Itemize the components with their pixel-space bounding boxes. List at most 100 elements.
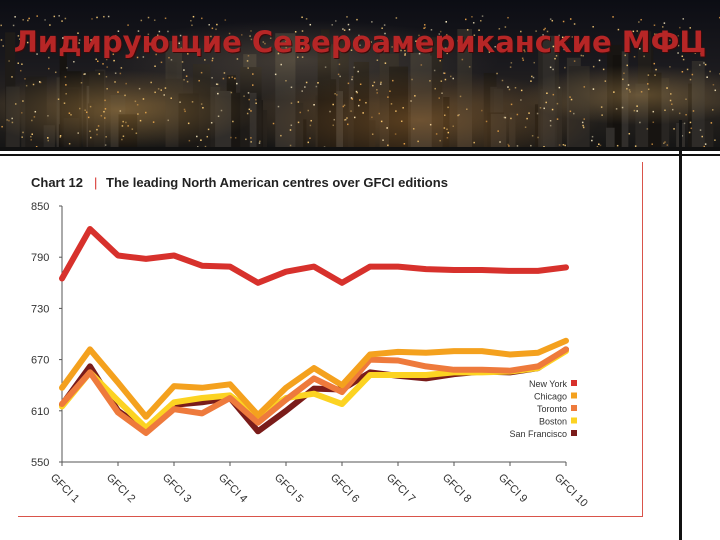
- city-light-dot: [543, 145, 545, 148]
- city-light-dot: [697, 35, 699, 38]
- city-light-dot: [332, 103, 334, 106]
- city-light-dot: [65, 84, 67, 86]
- city-light-dot: [228, 76, 231, 79]
- city-light-dot: [285, 46, 287, 49]
- city-light-dot: [504, 26, 507, 28]
- city-light-dot: [423, 24, 426, 26]
- city-light-dot: [598, 44, 601, 46]
- city-light-dot: [277, 105, 280, 108]
- city-light-dot: [224, 41, 226, 44]
- city-light-dot: [63, 102, 66, 104]
- city-light-dot: [501, 79, 504, 82]
- city-light-dot: [301, 16, 303, 19]
- city-light-dot: [638, 37, 641, 40]
- city-light-dot: [583, 118, 585, 120]
- city-light-dot: [466, 29, 469, 31]
- city-light-dot: [107, 15, 110, 18]
- city-light-dot: [603, 43, 606, 45]
- x-tick-label: GFCI 7: [384, 472, 418, 506]
- city-light-dot: [299, 111, 302, 114]
- city-light-dot: [93, 44, 95, 47]
- city-light-dot: [666, 87, 668, 89]
- legend-swatch: [571, 430, 577, 436]
- city-light-dot: [414, 95, 416, 97]
- city-light-dot: [343, 35, 346, 38]
- city-light-dot: [683, 45, 685, 48]
- city-light-dot: [549, 66, 552, 69]
- city-light-dot: [681, 135, 684, 137]
- city-light-dot: [155, 53, 157, 56]
- city-light-dot: [91, 18, 93, 20]
- city-light-dot: [423, 27, 425, 30]
- city-light-dot: [380, 120, 383, 123]
- city-light-dot: [104, 117, 106, 119]
- city-light-dot: [114, 81, 116, 83]
- city-light-dot: [704, 63, 707, 66]
- city-light-dot: [290, 124, 293, 127]
- city-light-dot: [530, 144, 532, 147]
- city-light-dot: [259, 140, 261, 143]
- city-light-dot: [73, 60, 75, 63]
- city-light-dot: [47, 115, 49, 117]
- city-light-dot: [379, 83, 382, 85]
- city-light-dot: [64, 76, 67, 78]
- city-light-dot: [98, 73, 101, 75]
- city-light-dot: [39, 81, 42, 84]
- city-light-dot: [210, 122, 213, 124]
- city-light-dot: [443, 127, 446, 129]
- y-tick-label: 790: [31, 252, 49, 264]
- city-light-dot: [510, 117, 512, 120]
- city-light-dot: [187, 53, 189, 55]
- city-light-dot: [77, 132, 79, 134]
- city-light-dot: [147, 16, 150, 19]
- city-light-dot: [677, 52, 679, 54]
- city-light-dot: [90, 39, 92, 41]
- city-light-dot: [258, 142, 261, 144]
- city-light-dot: [617, 28, 620, 31]
- city-light-dot: [59, 136, 62, 138]
- city-light-dot: [183, 69, 185, 71]
- city-light-dot: [343, 29, 346, 31]
- city-light-dot: [165, 45, 168, 47]
- city-light-dot: [186, 80, 189, 83]
- city-light-dot: [602, 68, 605, 71]
- city-light-dot: [526, 117, 528, 120]
- city-light-dot: [125, 121, 127, 124]
- city-light-dot: [49, 24, 51, 26]
- city-light-dot: [633, 109, 636, 112]
- city-light-dot: [185, 75, 188, 77]
- city-light-dot: [310, 119, 312, 122]
- city-light-dot: [61, 20, 63, 22]
- city-light-dot: [358, 34, 360, 37]
- building-shape: [605, 127, 615, 148]
- city-light-dot: [612, 16, 614, 18]
- city-light-dot: [380, 81, 382, 84]
- city-light-dot: [208, 24, 210, 26]
- city-light-dot: [153, 19, 156, 21]
- city-light-dot: [40, 49, 43, 51]
- city-light-dot: [599, 144, 602, 147]
- x-tick-label: GFCI 9: [496, 472, 530, 506]
- city-light-dot: [539, 107, 542, 109]
- city-light-dot: [682, 18, 685, 20]
- city-light-dot: [353, 116, 356, 119]
- city-light-dot: [191, 24, 193, 27]
- city-light-dot: [466, 108, 468, 111]
- city-light-dot: [305, 18, 308, 20]
- city-light-dot: [164, 17, 167, 20]
- city-light-dot: [234, 77, 236, 80]
- city-light-dot: [400, 49, 402, 52]
- city-light-dot: [353, 66, 355, 69]
- city-light-dot: [217, 115, 220, 118]
- city-light-dot: [210, 35, 212, 38]
- y-axis: 850 790 730 670 610 550: [31, 201, 63, 469]
- city-light-dot: [532, 76, 535, 79]
- city-light-dot: [540, 39, 542, 42]
- city-light-dot: [507, 16, 509, 19]
- city-light-dot: [359, 83, 362, 86]
- city-light-dot: [25, 84, 28, 87]
- city-light-dot: [147, 33, 150, 36]
- city-light-dot: [598, 37, 600, 39]
- city-light-dot: [90, 136, 92, 139]
- city-light-dot: [64, 17, 67, 20]
